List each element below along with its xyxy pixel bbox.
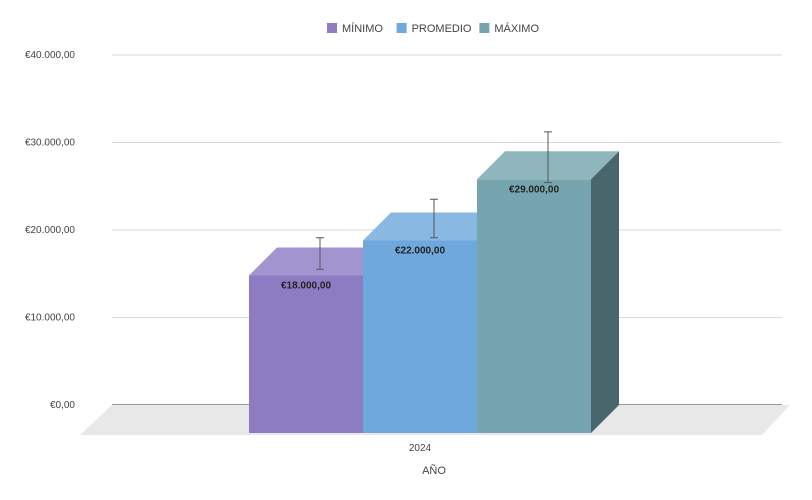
legend-swatch [479,23,490,33]
error-bar [544,131,552,184]
bar-promedio [363,212,505,433]
x-tick-label: 2024 [409,443,432,454]
bar-máximo [477,151,619,433]
legend-label: MÁXIMO [494,22,539,35]
y-axis-ticks: €0,00 €10.000,00 €20.000,00 €30.000,00 €40.0… [25,50,75,411]
bar-front [249,275,363,433]
error-bar [430,198,438,239]
data-label: €18.000,00 [281,281,331,292]
data-label: €29.000,00 [509,184,559,195]
bar-side [591,151,619,433]
error-bars [316,131,552,270]
data-labels: €18.000,00 €22.000,00 €29.000,00 [281,184,559,291]
y-tick-label: €30.000,00 [25,138,75,149]
y-tick-label: €0,00 [50,400,75,411]
legend-item-promedio: PROMEDIO [396,23,472,35]
bars [249,151,619,433]
legend: MÍNIMO PROMEDIO MÁXIMO [327,22,539,35]
legend-label: MÍNIMO [342,22,383,35]
legend-label: PROMEDIO [412,23,472,35]
y-tick-label: €10.000,00 [25,313,75,324]
legend-swatch [396,23,407,33]
bar-front [477,179,591,433]
legend-item-máximo: MÁXIMO [479,22,539,35]
legend-item-mínimo: MÍNIMO [327,22,383,35]
y-tick-label: €40.000,00 [25,50,75,61]
y-tick-label: €20.000,00 [25,225,75,236]
bar-front [363,240,477,433]
x-axis-title: AÑO [422,464,446,477]
x-axis-ticks: 2024 [409,443,432,454]
legend-swatch [327,23,337,33]
error-bar [316,237,324,270]
data-label: €22.000,00 [395,246,445,257]
